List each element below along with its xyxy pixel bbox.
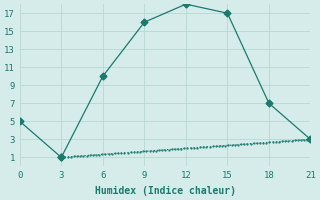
X-axis label: Humidex (Indice chaleur): Humidex (Indice chaleur) <box>95 186 236 196</box>
